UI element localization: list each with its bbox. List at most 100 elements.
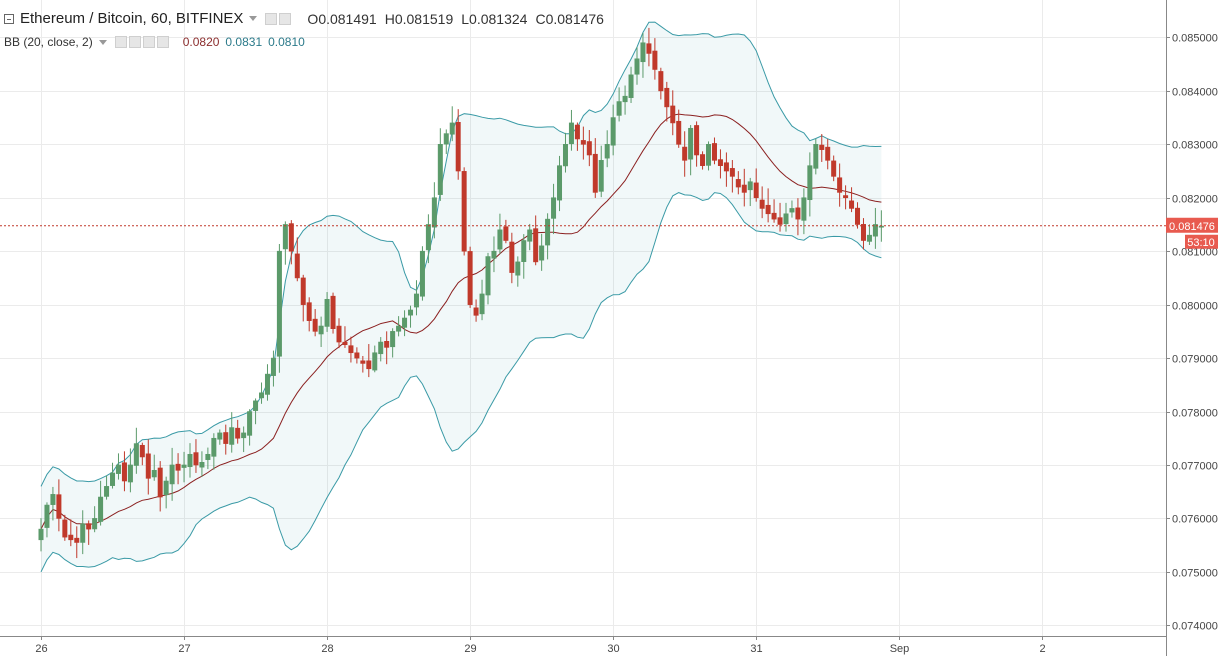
eye-icon[interactable] xyxy=(114,36,127,48)
candle-body xyxy=(437,144,443,195)
candle-body xyxy=(807,165,813,201)
candle xyxy=(110,462,116,489)
candle-body xyxy=(336,325,342,343)
candle xyxy=(771,199,777,223)
candle-body xyxy=(843,195,849,199)
candle-body xyxy=(110,472,116,486)
candle-body xyxy=(664,87,670,108)
candle-body xyxy=(568,122,574,145)
candle xyxy=(402,310,408,337)
candle-body xyxy=(753,182,759,199)
candle-body xyxy=(825,146,831,161)
gear-icon[interactable] xyxy=(128,36,141,48)
candle-body xyxy=(300,277,306,305)
candle-body xyxy=(86,523,92,530)
candle xyxy=(646,27,652,67)
chevron-down-icon[interactable] xyxy=(249,16,258,21)
candle xyxy=(461,167,467,256)
candle xyxy=(604,130,610,168)
indicator-name[interactable]: BB (20, close, 2) xyxy=(4,35,93,49)
candle xyxy=(628,66,634,104)
candle-body xyxy=(253,400,259,411)
candle-body xyxy=(56,494,62,519)
ohlc-low: L0.081324 xyxy=(461,10,528,27)
candle xyxy=(467,246,473,308)
candle xyxy=(223,424,229,455)
y-tick-label: 0.075000 xyxy=(1172,568,1218,580)
candle-body xyxy=(163,480,169,496)
candles xyxy=(38,27,884,559)
candle-body xyxy=(586,141,592,156)
candle-body xyxy=(497,229,503,250)
more-icon[interactable] xyxy=(142,36,155,48)
candle xyxy=(765,188,771,223)
candle xyxy=(419,246,425,301)
candle-body xyxy=(372,352,378,371)
candle-body xyxy=(324,298,330,327)
candle-body xyxy=(384,341,390,348)
candle-body xyxy=(485,256,491,296)
symbol-title[interactable]: Ethereum / Bitcoin, 60, BITFINEX xyxy=(20,10,244,27)
candle xyxy=(413,280,419,316)
candle xyxy=(437,128,443,201)
candle-body xyxy=(622,95,628,103)
candle xyxy=(866,224,872,245)
candle-body xyxy=(574,124,580,140)
candle xyxy=(717,149,723,179)
eye-icon[interactable] xyxy=(265,12,278,25)
chevron-down-icon[interactable] xyxy=(98,39,107,45)
candle-body xyxy=(527,229,533,242)
candle xyxy=(378,337,384,362)
candle-body xyxy=(545,218,551,246)
x-tick-label: 2 xyxy=(1039,643,1045,655)
time-axis[interactable]: 26 27 28 29 30 31 Sep 2 xyxy=(35,636,1046,655)
candle xyxy=(86,520,92,545)
x-tick-label: 27 xyxy=(178,643,190,655)
candle-body xyxy=(592,153,598,193)
candle-body xyxy=(449,122,455,135)
candle-body xyxy=(419,250,425,297)
candle-body xyxy=(169,464,175,485)
candle-body xyxy=(413,293,419,308)
candle-body xyxy=(670,105,676,124)
candle xyxy=(801,188,807,235)
candle xyxy=(247,409,253,446)
candle-body xyxy=(789,208,795,213)
candle-body xyxy=(634,58,640,75)
gear-icon[interactable] xyxy=(279,12,292,25)
candle-body xyxy=(38,528,44,541)
candle-body xyxy=(872,224,878,237)
candle xyxy=(640,32,646,78)
candle xyxy=(813,138,819,175)
bb-basis-value: 0.0820 xyxy=(182,35,220,49)
candle-body xyxy=(342,341,348,346)
ohlc-open: O0.081491 xyxy=(307,10,377,27)
candle-body xyxy=(348,345,354,354)
candle xyxy=(241,426,247,453)
candle-body xyxy=(282,224,288,250)
price-axis[interactable]: 0.074000 0.075000 0.076000 0.077000 0.078000… xyxy=(1166,33,1218,633)
y-tick-label: 0.085000 xyxy=(1172,33,1218,45)
close-icon[interactable] xyxy=(156,36,169,48)
candle-body xyxy=(211,437,217,457)
candle-body xyxy=(765,204,771,215)
x-tick-label: Sep xyxy=(890,643,910,655)
candle xyxy=(324,292,330,332)
candle-body xyxy=(157,467,163,498)
candle xyxy=(92,506,98,533)
candle xyxy=(670,90,676,136)
candle-body xyxy=(229,427,235,445)
collapse-legend-icon[interactable] xyxy=(4,13,14,24)
candle xyxy=(390,328,396,358)
candle xyxy=(568,109,574,151)
candle-body xyxy=(366,360,372,370)
candle-body xyxy=(813,144,819,169)
candle xyxy=(342,326,348,348)
candle-body xyxy=(801,197,807,221)
candle-body xyxy=(741,184,747,193)
candle xyxy=(747,177,753,207)
candle-body xyxy=(682,146,688,161)
last-price-badge-bg xyxy=(1166,217,1218,233)
candle xyxy=(187,443,193,478)
